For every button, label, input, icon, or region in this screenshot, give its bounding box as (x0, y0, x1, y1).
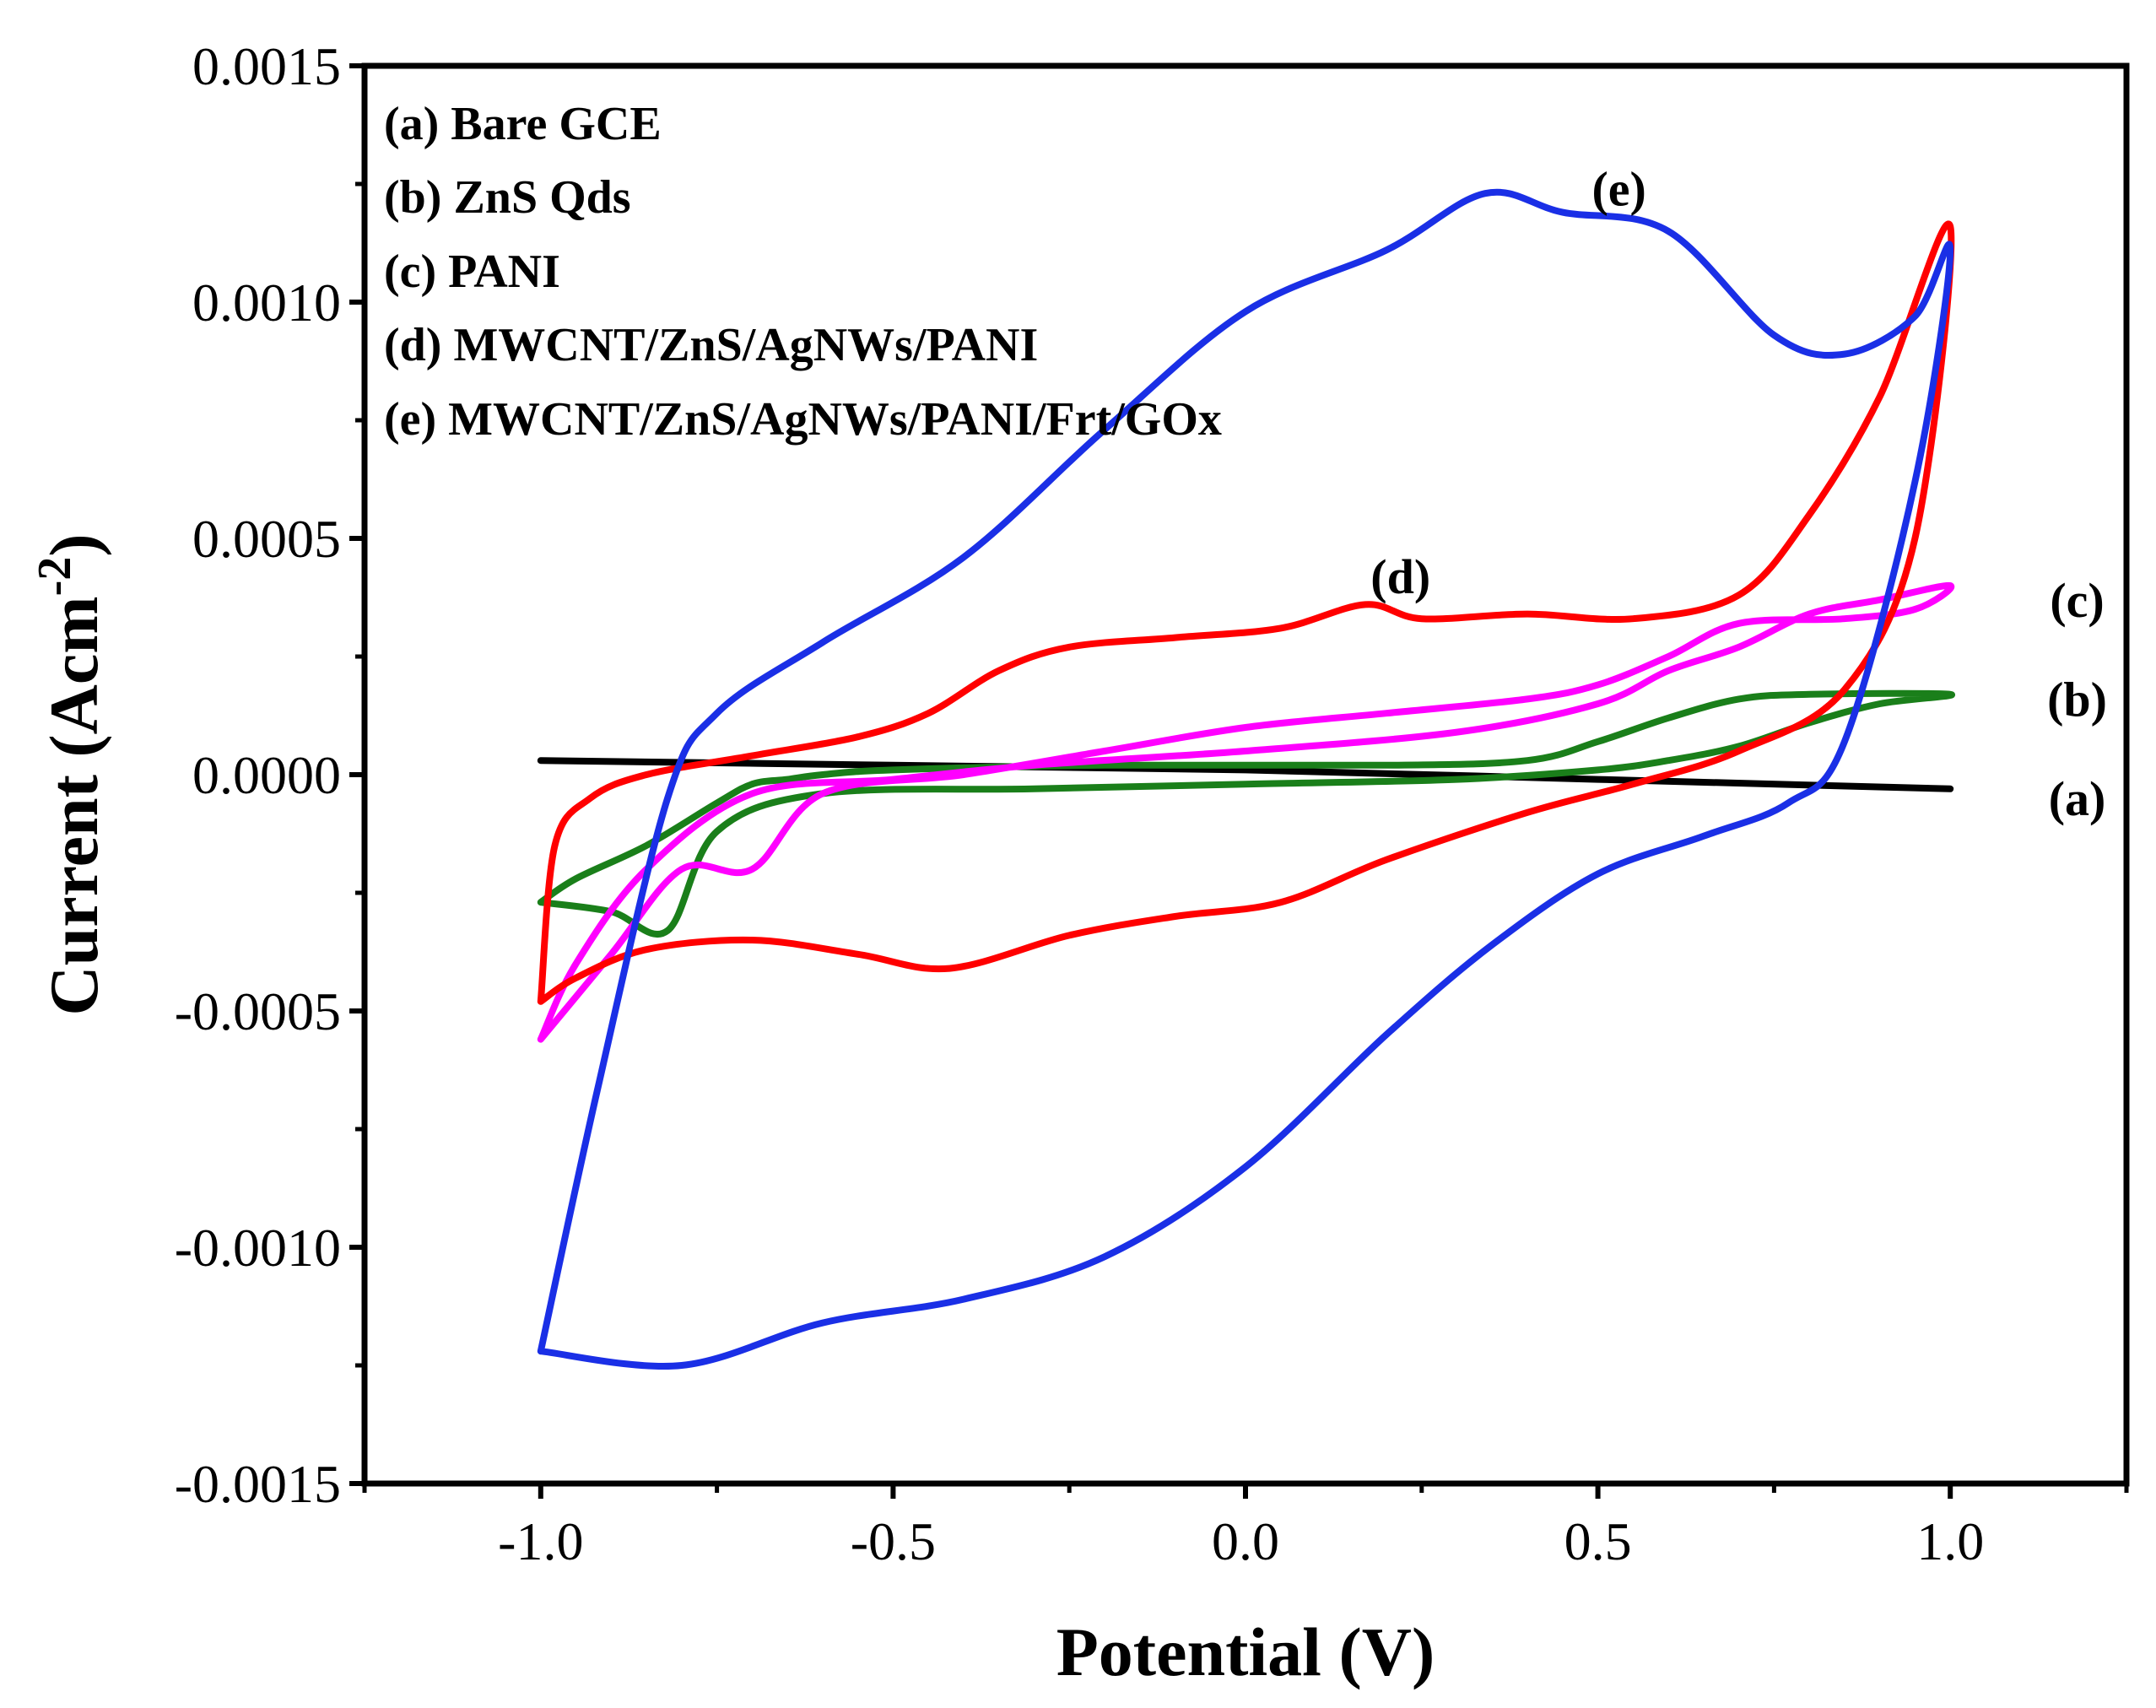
y-axis-ticks: -0.0015 -0.0010 -0.0005 0.0000 0.0005 0.0010 0… (175, 36, 365, 1514)
y-tick-label: 0.0005 (192, 509, 341, 569)
legend-entry-d: (d) MWCNT/ZnS/AgNWs/PANI (384, 319, 1038, 371)
curve-label-d: (d) (1370, 549, 1430, 604)
curve-label-a: (a) (2049, 771, 2106, 826)
x-axis-ticks: -1.0 -0.5 0.0 0.5 1.0 (362, 1484, 2129, 1571)
legend-entry-a: (a) Bare GCE (384, 98, 662, 150)
series-layer (537, 188, 1956, 1370)
y-tick-label: -0.0015 (175, 1454, 341, 1514)
y-axis-title-main: Current (Acm (35, 596, 112, 1015)
y-axis-title-superscript: -2 (29, 557, 81, 597)
y-tick-label: 0.0015 (192, 36, 341, 96)
legend-entry-b: (b) ZnS Qds (384, 171, 631, 224)
y-tick-label: -0.0005 (175, 981, 341, 1041)
x-axis-title: Potential (V) (1056, 1613, 1435, 1690)
y-tick-label: -0.0010 (175, 1218, 341, 1278)
y-tick-label: 0.0000 (192, 745, 341, 805)
plot-frame (361, 62, 2130, 1487)
x-tick-label: 0.5 (1564, 1511, 1632, 1571)
x-tick-label: 0.0 (1212, 1511, 1279, 1571)
curve-label-c: (c) (2050, 573, 2104, 628)
x-tick-label: -0.5 (851, 1511, 936, 1571)
curve-label-b: (b) (2047, 672, 2107, 727)
x-tick-label: -1.0 (498, 1511, 583, 1571)
legend: (a) Bare GCE (b) ZnS Qds (c) PANI (d) MW… (384, 98, 1222, 446)
series-line-b (537, 689, 1956, 938)
legend-entry-c: (c) PANI (384, 246, 560, 298)
y-tick-label: 0.0010 (192, 273, 341, 332)
series-line-d (537, 220, 1955, 1005)
curve-labels: (a) (b) (c) (d) (e) (1370, 162, 2107, 826)
series-line-c (537, 581, 1955, 1043)
series-line-e (537, 188, 1954, 1370)
y-axis-title: Current (Acm-2) (29, 533, 112, 1015)
y-axis-title-close: ) (35, 533, 112, 556)
curve-label-e: (e) (1591, 162, 1645, 217)
legend-entry-e: (e) MWCNT/ZnS/AgNWs/PANI/Frt/GOx (384, 393, 1222, 446)
x-tick-label: 1.0 (1916, 1511, 1984, 1571)
